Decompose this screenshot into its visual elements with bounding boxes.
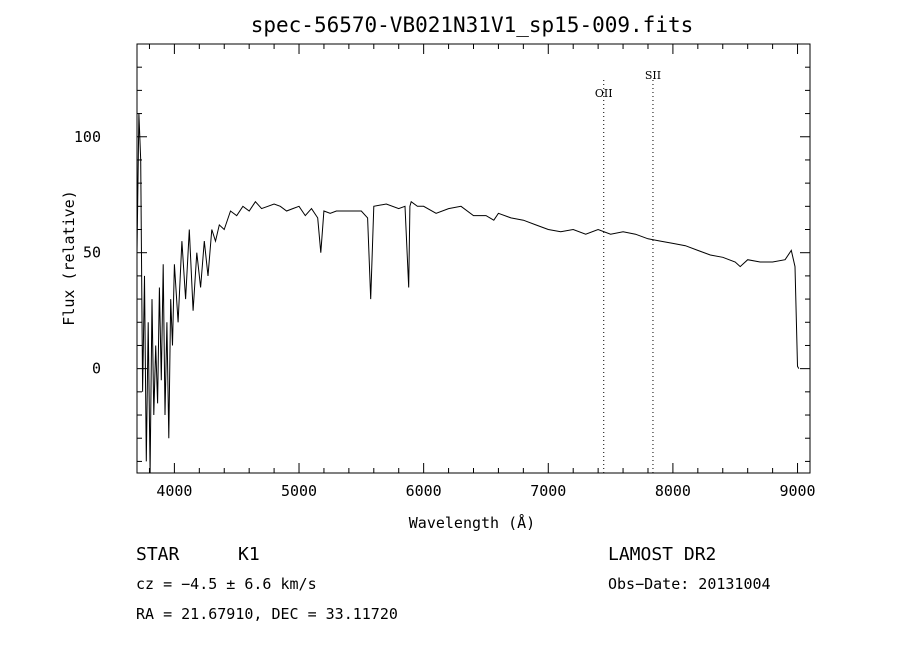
axis-ticks — [137, 43, 810, 473]
observation-date: Obs−Date: 20131004 — [608, 575, 771, 593]
x-axis-label: Wavelength (Å) — [409, 513, 535, 532]
axis-tick-labels: 4000 5000 6000 7000 8000 9000 0 50 100 — [74, 128, 816, 500]
y-tick-label: 0 — [92, 360, 101, 378]
chart-title: spec-56570-VB021N31V1_sp15-009.fits — [251, 13, 694, 37]
object-class: STAR — [136, 544, 180, 565]
y-axis-label: Flux (relative) — [60, 190, 78, 325]
y-tick-label: 50 — [83, 244, 101, 262]
object-subclass: K1 — [238, 544, 260, 565]
x-tick-label: 6000 — [406, 482, 442, 500]
emission-line-markers: OII SII — [595, 69, 661, 473]
sky-coordinates: RA = 21.67910, DEC = 33.11720 — [136, 605, 398, 623]
survey-name: LAMOST DR2 — [608, 544, 716, 565]
x-tick-label: 9000 — [779, 482, 815, 500]
spectrum-line — [136, 113, 800, 474]
plot-frame — [136, 43, 811, 474]
x-tick-label: 4000 — [156, 482, 192, 500]
emission-label-oii: OII — [595, 87, 613, 100]
x-tick-label: 5000 — [281, 482, 317, 500]
emission-label-sii: SII — [645, 69, 661, 82]
redshift-velocity: cz = −4.5 ± 6.6 km/s — [136, 575, 317, 593]
spectrum-series — [136, 113, 800, 474]
x-tick-label: 7000 — [530, 482, 566, 500]
y-tick-label: 100 — [74, 128, 101, 146]
x-tick-label: 8000 — [655, 482, 691, 500]
